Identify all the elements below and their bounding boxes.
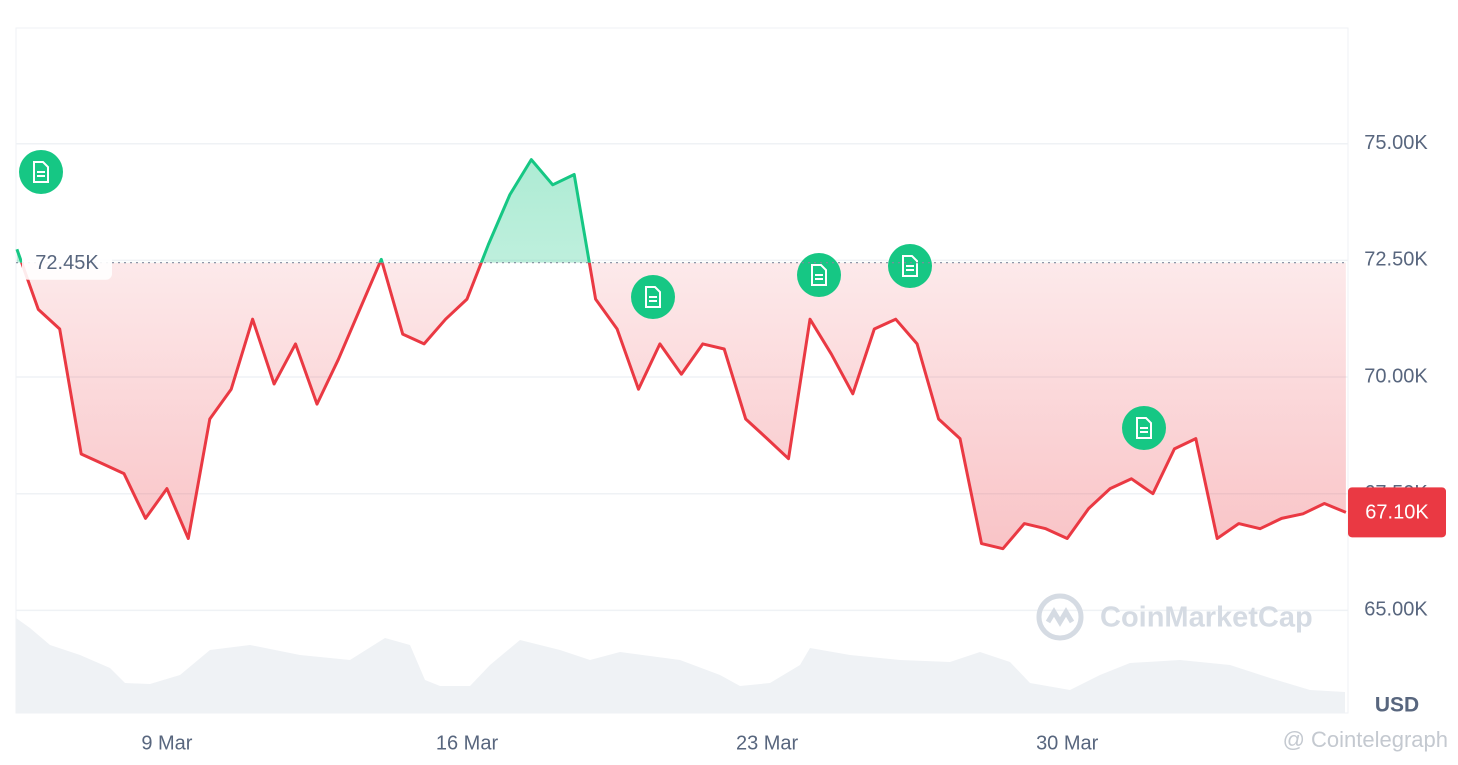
last-price-label: 67.10K	[1365, 502, 1429, 524]
last-price-tag	[1348, 487, 1446, 538]
x-tick-label: 23 Mar	[736, 732, 799, 754]
watermark: @ Cointelegraph	[1283, 727, 1448, 752]
y-tick-label: 65.00K	[1364, 599, 1428, 621]
area-below	[21, 262, 1346, 549]
y-tick-label: 72.50K	[1364, 249, 1428, 271]
baseline-label-box	[22, 245, 112, 280]
areas	[16, 159, 1346, 549]
baseline-label: 72.45K	[35, 252, 99, 274]
news-icon	[888, 244, 932, 288]
y-tick-label: 70.00K	[1364, 365, 1428, 387]
watermark: CoinMarketCap	[1100, 602, 1313, 634]
x-tick-label: 16 Mar	[436, 732, 499, 754]
y-tick-label: 75.00K	[1364, 132, 1428, 154]
lines	[15, 158, 1347, 551]
unit-label: USD	[1375, 694, 1419, 717]
x-tick-label: 30 Mar	[1036, 732, 1099, 754]
news-icon	[19, 150, 63, 194]
news-icon	[631, 275, 675, 319]
price-line-below	[20, 262, 1347, 551]
news-icon	[797, 253, 841, 297]
watermark-logo	[1036, 593, 1084, 641]
overlay: 72.45K 67.10K	[16, 245, 1446, 538]
x-tick-label: 9 Mar	[141, 732, 192, 754]
news-icons	[19, 150, 1166, 450]
news-icon	[1122, 406, 1166, 450]
volume-area	[16, 618, 1345, 713]
